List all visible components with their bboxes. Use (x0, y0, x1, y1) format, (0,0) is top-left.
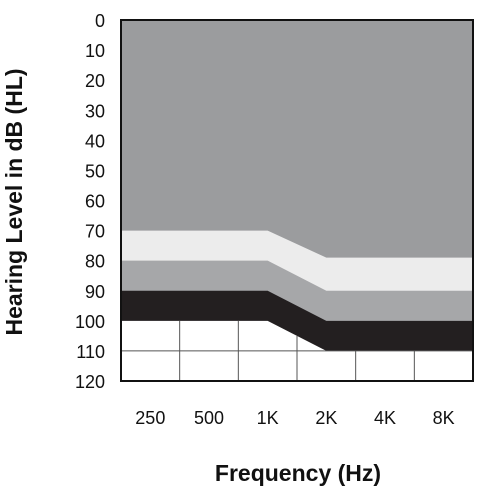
y-tick-label: 100 (75, 312, 105, 332)
x-tick-label: 500 (194, 408, 224, 428)
y-tick-label: 10 (85, 41, 105, 61)
x-tick-label: 4K (374, 408, 396, 428)
y-axis-label: Hearing Level in dB (HL) (1, 68, 27, 335)
y-tick-label: 20 (85, 71, 105, 91)
x-tick-label: 1K (257, 408, 279, 428)
plot-frame (120, 19, 474, 382)
x-axis-label: Frequency (Hz) (215, 460, 381, 486)
y-tick-label: 40 (85, 131, 105, 151)
y-tick-labels: 0 10 20 30 40 50 60 70 80 90 100 110 120 (75, 11, 105, 392)
y-tick-label: 0 (95, 11, 105, 31)
x-tick-label: 8K (433, 408, 455, 428)
y-tick-label: 90 (85, 282, 105, 302)
y-tick-label: 110 (76, 342, 105, 362)
y-tick-label: 70 (85, 222, 105, 242)
y-tick-label: 50 (85, 161, 105, 181)
x-tick-label: 250 (135, 408, 165, 428)
grid-lines (121, 320, 473, 381)
y-tick-label: 30 (85, 101, 105, 121)
x-tick-labels: 250 500 1K 2K 4K 8K (135, 408, 454, 428)
y-tick-label: 80 (85, 252, 105, 272)
band-1 (121, 20, 473, 258)
x-tick-label: 2K (315, 408, 337, 428)
y-tick-label: 120 (75, 372, 105, 392)
hearing-loss-bands (121, 20, 473, 351)
y-tick-label: 60 (85, 192, 105, 212)
